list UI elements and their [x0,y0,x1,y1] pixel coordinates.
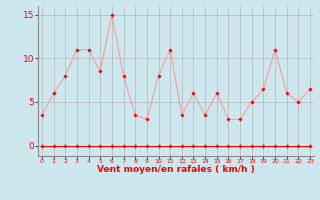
X-axis label: Vent moyen/en rafales ( km/h ): Vent moyen/en rafales ( km/h ) [97,165,255,174]
